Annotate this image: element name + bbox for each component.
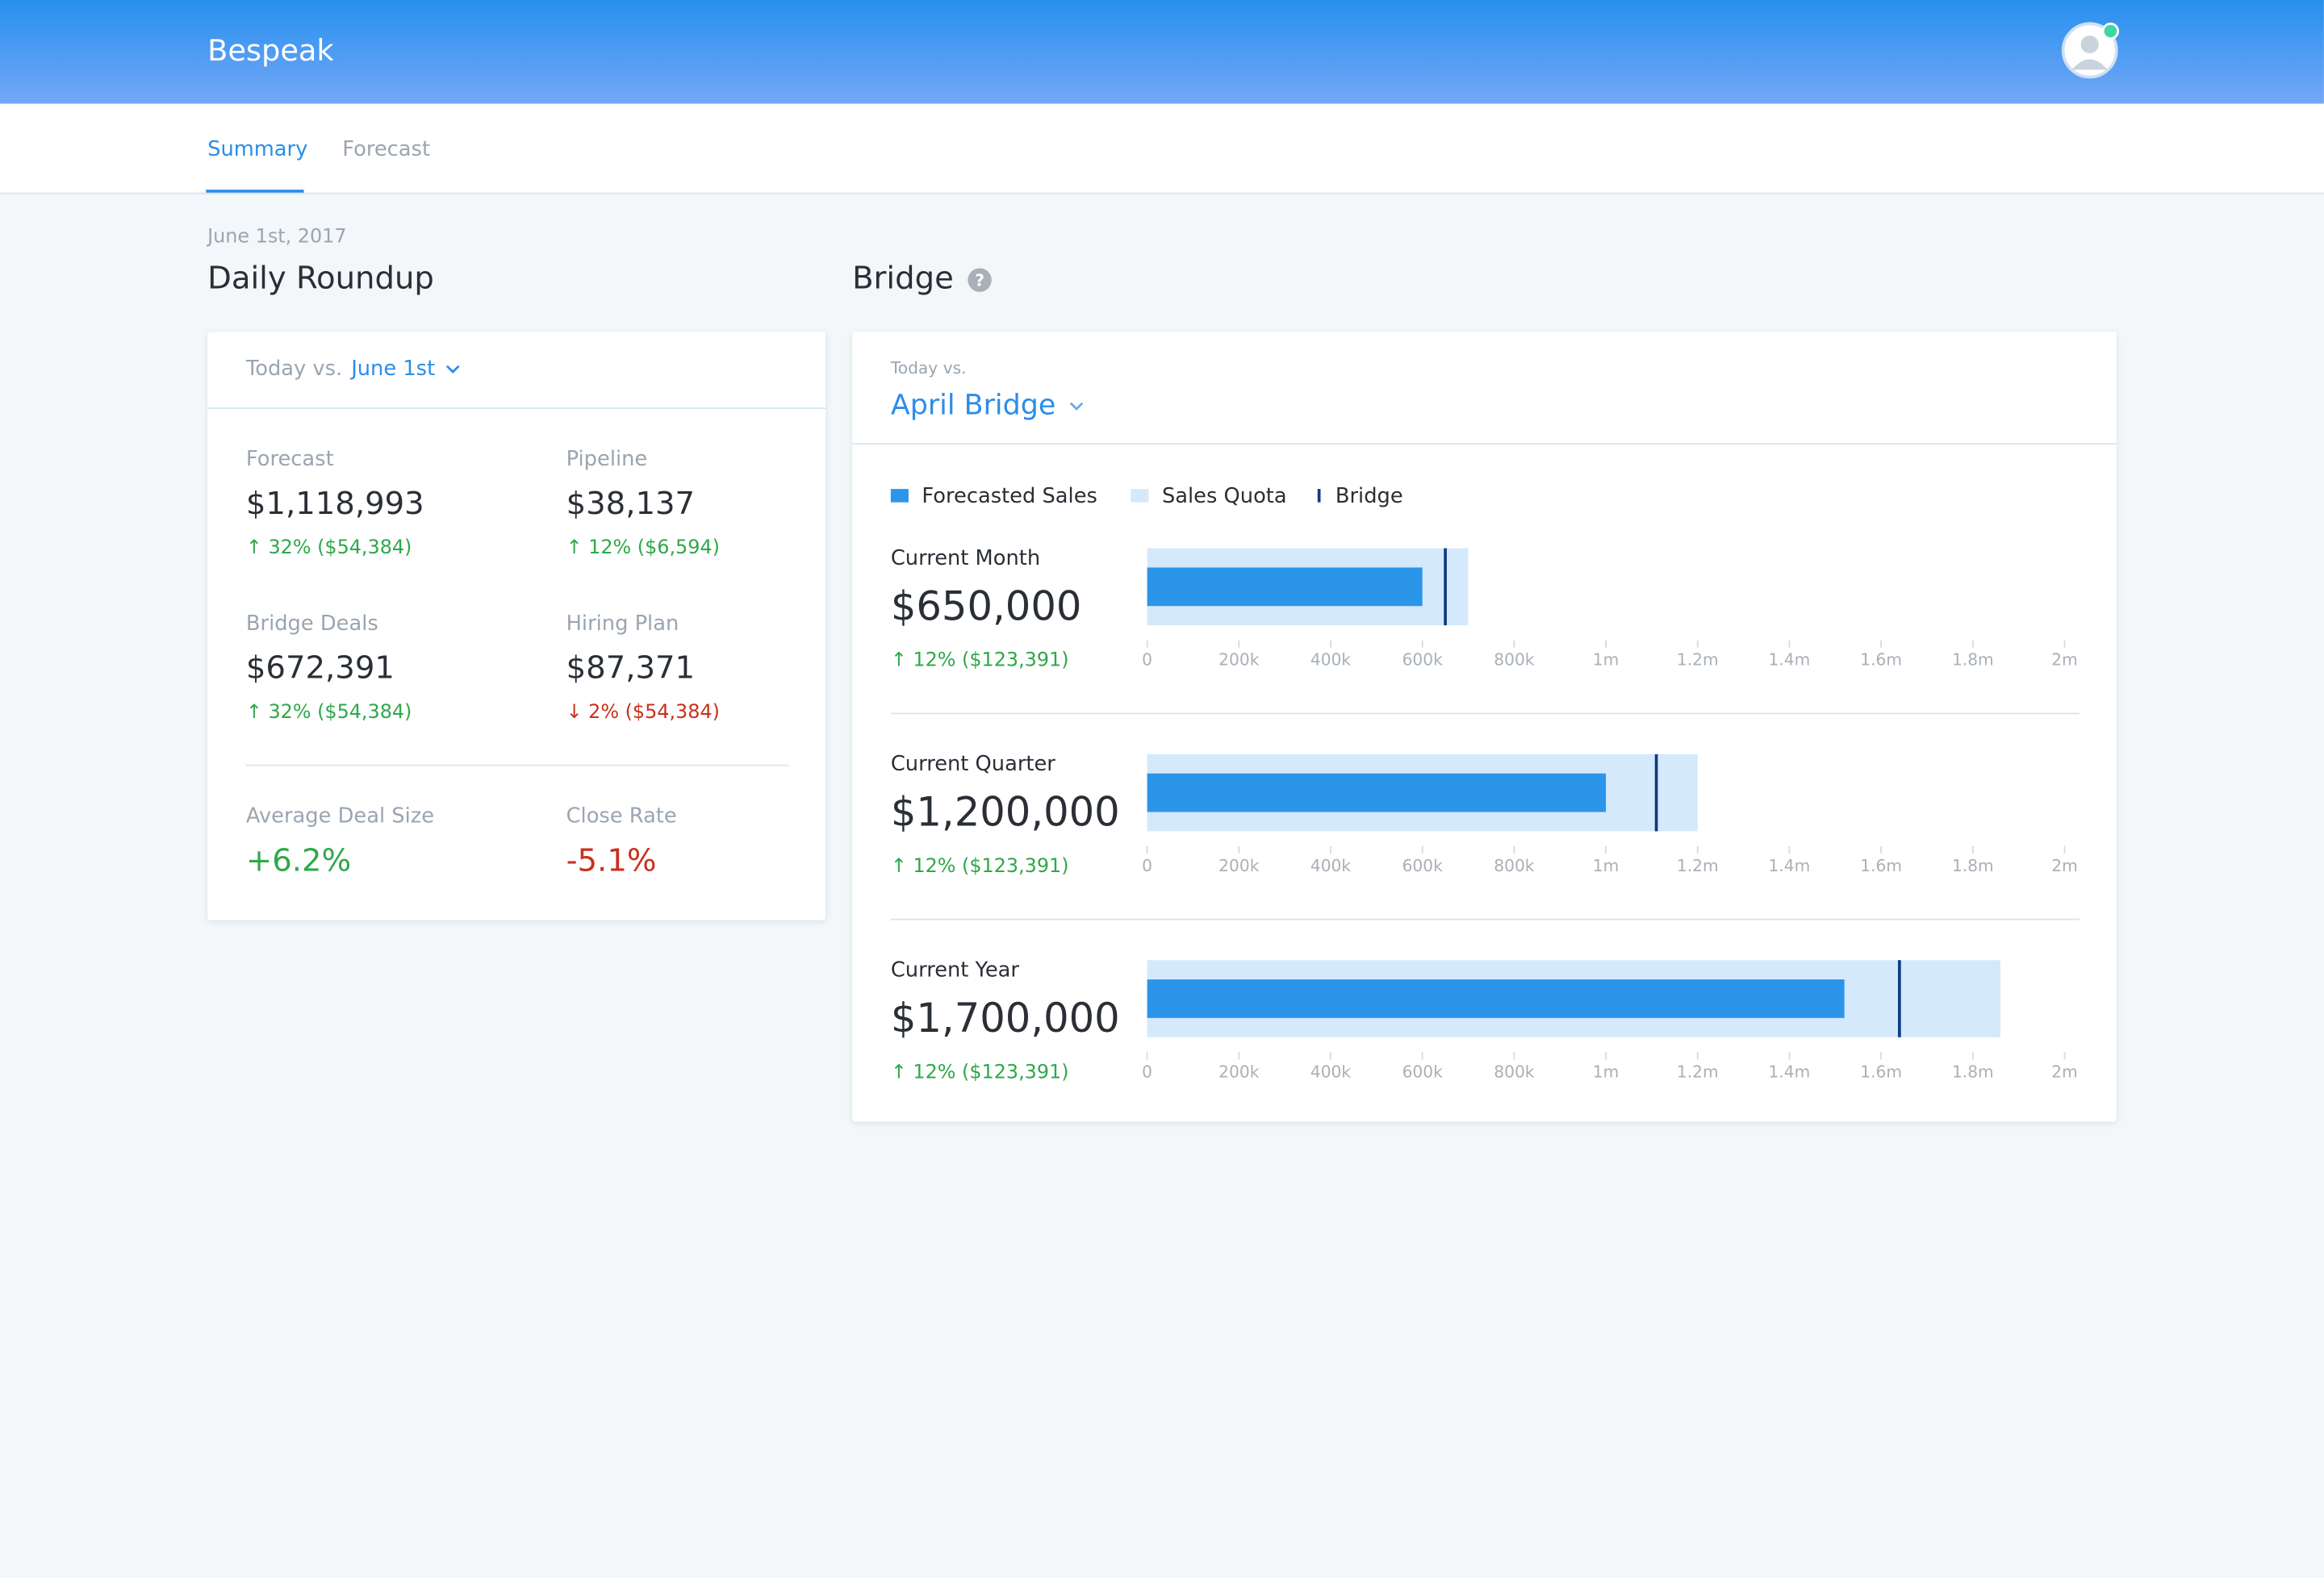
tick-label: 1.6m (1860, 650, 1902, 670)
metric-change: ↓ 2% ($54,384) (566, 700, 720, 723)
tick-label: 1.6m (1860, 1062, 1902, 1081)
metric-value: $87,371 (566, 650, 695, 687)
brand: Bespeak (207, 33, 334, 68)
avatar-head (2080, 35, 2099, 54)
bridge-marker (1444, 548, 1447, 626)
rate-value: -5.1% (566, 842, 657, 879)
tick-label: 600k (1402, 1062, 1444, 1081)
legend-swatch (890, 489, 909, 503)
bridge-marker (1898, 960, 1901, 1037)
tick-label: 0 (1142, 1062, 1152, 1081)
tick-label: 800k (1494, 650, 1535, 670)
tick-label: 1.8m (1952, 650, 1994, 670)
header-bar (0, 0, 2324, 104)
legend-swatch (1317, 489, 1321, 503)
compare-value[interactable]: April Bridge (891, 389, 1055, 421)
metric-change: ↑ 32% ($54,384) (246, 536, 412, 558)
status-dot (2101, 23, 2120, 40)
tick-label: 1.8m (1952, 856, 1994, 875)
row-label: Current Month (891, 546, 1040, 570)
compare-prefix: Today vs. (245, 357, 342, 381)
bridge-card (852, 332, 2117, 1122)
legend-swatch (1131, 489, 1149, 503)
row-amount: $1,700,000 (891, 995, 1120, 1042)
tick-label: 1.2m (1677, 1062, 1719, 1081)
tab[interactable]: Summary (207, 137, 307, 161)
roundup-card (207, 332, 826, 920)
help-mark: ? (975, 270, 984, 290)
legend-label: Forecasted Sales (922, 484, 1097, 508)
row-change: ↑ 12% ($123,391) (891, 1060, 1069, 1083)
tick-label: 200k (1218, 650, 1260, 670)
section-title: Bridge (852, 261, 954, 297)
tick-label: 400k (1310, 856, 1352, 875)
tick-label: 400k (1310, 650, 1352, 670)
tab-underline (206, 190, 304, 193)
forecast-bar (1147, 567, 1423, 607)
tab[interactable]: Forecast (342, 137, 430, 161)
tick-label: 1m (1593, 856, 1620, 875)
tick-label: 2m (2051, 650, 2078, 670)
metric-label: Pipeline (566, 447, 648, 471)
tick-label: 1m (1593, 650, 1620, 670)
rate-label: Close Rate (566, 804, 677, 829)
forecast-bar (1147, 979, 1845, 1018)
tick-label: 800k (1494, 1062, 1535, 1081)
row-amount: $650,000 (891, 582, 1082, 629)
tick-label: 1.6m (1860, 856, 1902, 875)
metric-label: Hiring Plan (566, 612, 679, 636)
metric-label: Forecast (246, 447, 334, 471)
row-change: ↑ 12% ($123,391) (891, 854, 1069, 877)
tick-label: 1.8m (1952, 1062, 1994, 1081)
tick-label: 0 (1142, 650, 1152, 670)
tick-label: 600k (1402, 650, 1444, 670)
compare-prefix: Today vs. (890, 358, 967, 378)
tick-label: 200k (1218, 1062, 1260, 1081)
tick-label: 0 (1142, 856, 1152, 875)
dropdown-chevron[interactable] (445, 365, 460, 374)
tick-label: 2m (2051, 856, 2078, 875)
forecast-bar (1147, 773, 1607, 812)
metric-change: ↑ 12% ($6,594) (566, 536, 720, 558)
rate-value: +6.2% (246, 842, 351, 879)
help-icon[interactable] (968, 268, 992, 292)
tick-label: 1.4m (1769, 650, 1811, 670)
compare-value[interactable]: June 1st (349, 357, 435, 381)
tick-label: 1.4m (1769, 1062, 1811, 1081)
tick-label: 200k (1218, 856, 1260, 875)
rate-label: Average Deal Size (246, 804, 434, 829)
tick-label: 400k (1310, 1062, 1352, 1081)
bridge-marker (1654, 754, 1658, 832)
tick-label: 800k (1494, 856, 1535, 875)
row-change: ↑ 12% ($123,391) (891, 649, 1069, 671)
tick-label: 600k (1402, 856, 1444, 875)
metric-change: ↑ 32% ($54,384) (246, 700, 412, 723)
metric-label: Bridge Deals (246, 612, 378, 636)
tick-label: 1.2m (1677, 856, 1719, 875)
metric-value: $1,118,993 (246, 486, 424, 522)
row-label: Current Quarter (891, 752, 1055, 776)
dropdown-chevron[interactable] (1069, 402, 1084, 411)
tick-label: 1.4m (1769, 856, 1811, 875)
metric-value: $38,137 (566, 486, 695, 522)
legend-label: Bridge (1335, 484, 1403, 508)
tick-label: 1m (1593, 1062, 1620, 1081)
date: June 1st, 2017 (206, 224, 346, 247)
avatar-body (2071, 59, 2108, 70)
row-label: Current Year (891, 958, 1020, 983)
tab-bar (0, 103, 2324, 193)
tick-label: 1.2m (1677, 650, 1719, 670)
legend-label: Sales Quota (1162, 484, 1287, 508)
row-amount: $1,200,000 (891, 789, 1120, 836)
tick-label: 2m (2051, 1062, 2078, 1081)
section-title: Daily Roundup (207, 261, 434, 297)
metric-value: $672,391 (246, 650, 395, 687)
